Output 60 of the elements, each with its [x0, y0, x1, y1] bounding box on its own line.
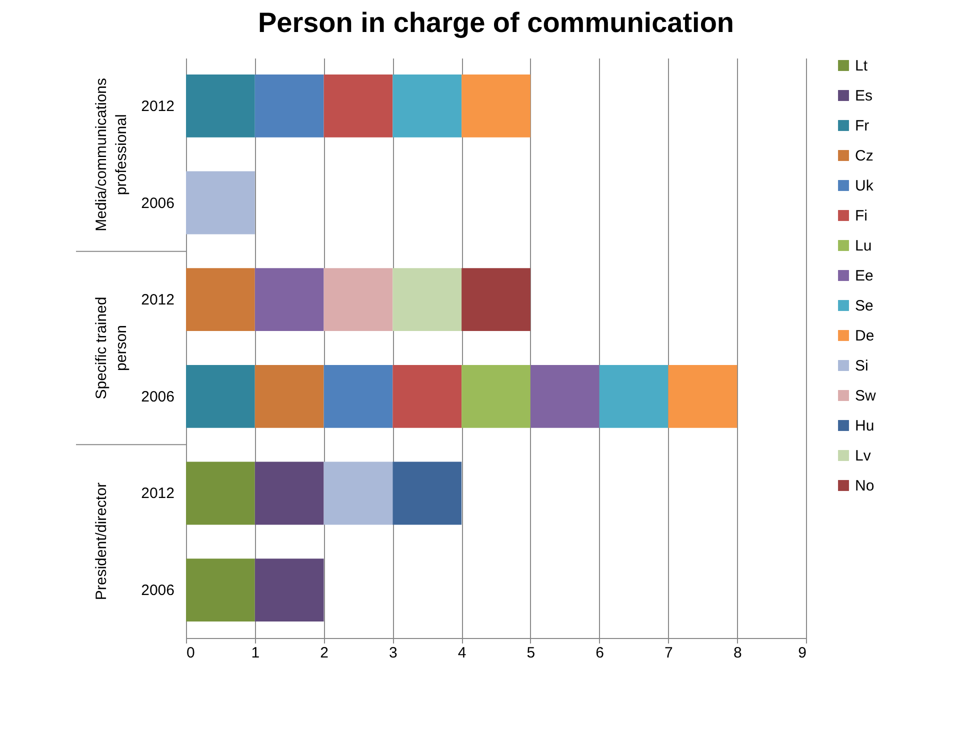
- legend-label: Lv: [855, 448, 872, 464]
- bar: [392, 74, 462, 138]
- legend-label: Lt: [855, 58, 868, 74]
- legend-label: Se: [855, 298, 874, 314]
- bar: [254, 462, 324, 525]
- text: Specific trained person: [93, 296, 130, 400]
- text: Media/communications professional: [93, 78, 130, 232]
- bar: [324, 74, 393, 138]
- legend-label: Cz: [855, 148, 874, 164]
- bar: [186, 558, 255, 622]
- x-tick-label: 2: [320, 644, 328, 662]
- y-tick-label: 2012: [141, 98, 174, 115]
- y-tick-label: 2012: [141, 485, 174, 502]
- y-tick-label: 2006: [141, 388, 174, 406]
- x-tick-label: 1: [251, 644, 260, 662]
- legend-label: Sw: [855, 388, 876, 404]
- legend-label: De: [855, 328, 874, 344]
- x-tick-label: 4: [458, 644, 466, 662]
- chart-title: Person in charge of communication: [258, 7, 734, 38]
- bar: [186, 74, 255, 138]
- bar: [324, 462, 393, 525]
- x-tick-label: 7: [664, 644, 673, 662]
- bar: [392, 364, 462, 428]
- bar: [254, 268, 324, 332]
- text: President/director: [93, 482, 110, 600]
- bar: [186, 268, 255, 332]
- bar: [599, 364, 668, 428]
- legend-label: Fr: [855, 118, 870, 134]
- bar: [254, 74, 324, 138]
- bar: [462, 74, 530, 138]
- bar: [324, 364, 393, 428]
- bar: [668, 364, 738, 428]
- y-tick-label: 2006: [141, 582, 174, 600]
- bar: [324, 268, 393, 332]
- legend-label: Hu: [855, 418, 874, 434]
- legend-label: Fi: [855, 208, 868, 224]
- legend-label: Es: [855, 88, 873, 104]
- x-tick-label: 8: [733, 644, 742, 662]
- bar: [186, 462, 255, 525]
- legend-label: Si: [855, 358, 868, 374]
- bar: [186, 364, 255, 428]
- y-tick-label: 2006: [141, 194, 174, 212]
- bar: [186, 171, 255, 234]
- bar: [462, 364, 530, 428]
- bar: [462, 268, 530, 332]
- x-tick-label: 5: [526, 644, 536, 662]
- bar: [254, 558, 324, 622]
- bar: [392, 462, 462, 525]
- x-tick-label: 9: [798, 644, 806, 662]
- x-tick-label: 3: [388, 644, 398, 662]
- legend-label: Uk: [855, 178, 874, 194]
- bar: [254, 364, 324, 428]
- y-tick-label: 2012: [141, 292, 174, 309]
- legend-label: No: [855, 478, 874, 494]
- x-tick-label: 0: [186, 644, 195, 662]
- legend-label: Lu: [855, 238, 872, 254]
- bar: [392, 268, 462, 332]
- x-tick-label: 6: [596, 644, 604, 662]
- legend-label: Ee: [855, 268, 874, 284]
- bar: [530, 364, 600, 428]
